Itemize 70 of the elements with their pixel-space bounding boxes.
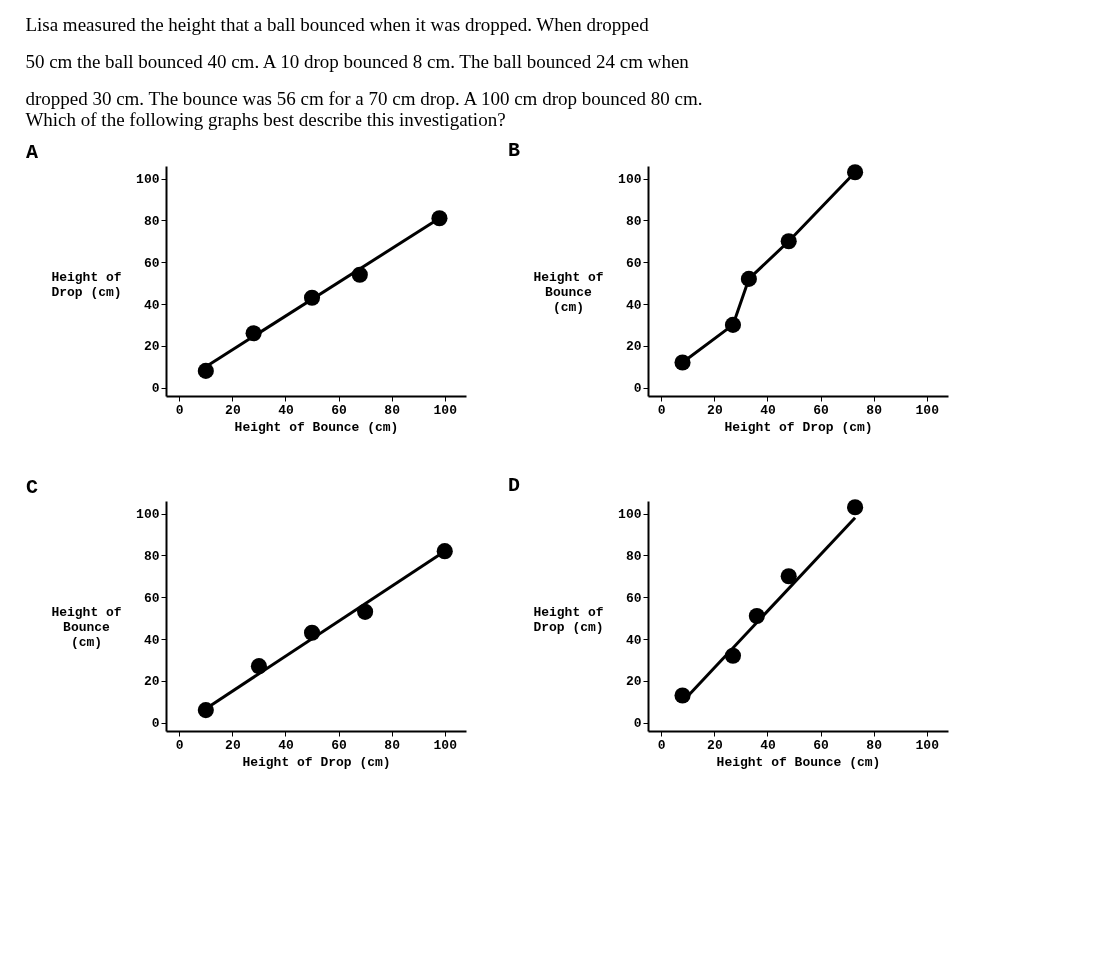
chart-title: C <box>25 476 38 499</box>
x-tick-label: 100 <box>915 737 940 753</box>
x-tick-label: 0 <box>657 402 666 418</box>
y-tick-label: 20 <box>625 674 642 690</box>
y-tick-label: 40 <box>143 297 160 313</box>
x-tick-label: 100 <box>433 402 458 418</box>
y-tick-label: 40 <box>625 632 642 648</box>
point <box>674 354 691 371</box>
point <box>780 233 797 250</box>
y-axis-title: Height of Drop (cm) <box>533 604 604 635</box>
point <box>847 499 864 516</box>
x-tick-label: 40 <box>760 737 776 753</box>
y-tick-label: 100 <box>136 507 160 523</box>
text: Which of the following graphs best describe this investigation? <box>25 108 506 130</box>
y-tick-label: 40 <box>625 297 642 313</box>
y-tick-label: 0 <box>633 381 642 397</box>
x-tick-label: 40 <box>278 737 294 753</box>
x-tick-label: 60 <box>331 737 348 753</box>
y-tick-label: 60 <box>625 590 642 606</box>
y-tick-label: 100 <box>618 172 642 188</box>
x-tick-label: 80 <box>384 402 401 418</box>
y-tick-label: 0 <box>633 716 642 732</box>
x-tick-label: 0 <box>175 737 184 753</box>
y-axis-title: Height of Drop (cm) <box>51 269 122 300</box>
y-tick-label: 80 <box>625 213 642 229</box>
point <box>847 164 864 181</box>
chart-title: B <box>507 139 520 163</box>
x-tick-label: 20 <box>707 737 723 753</box>
chart-title: D <box>507 474 520 498</box>
x-tick-label: 0 <box>657 737 666 753</box>
x-tick-label: 40 <box>760 402 776 418</box>
y-tick-label: 20 <box>143 339 160 355</box>
x-tick-label: 60 <box>813 737 830 753</box>
y-tick-label: 60 <box>143 255 160 271</box>
text: Lisa measured the height that a ball bounced when it was dropped. When dropped 50 cm the ball bounced 40 cm. A 10 drop bounced 8 cm. The ball bounced 24 cm when dropped 30 cm. The bounce was 56 cm for a 70 cm drop. A 100 cm drop bounced 80 cm. <box>25 13 703 109</box>
x-tick-label: 80 <box>866 402 883 418</box>
x-tick-label: 20 <box>225 402 241 418</box>
x-axis-title: Height of Bounce (cm) <box>234 419 399 435</box>
y-axis-title: Height of Bounce (cm) <box>51 604 122 650</box>
y-tick-label: 80 <box>143 548 160 564</box>
x-tick-label: 100 <box>915 402 940 418</box>
y-tick-label: 100 <box>618 507 642 523</box>
y-tick-label: 0 <box>151 716 160 732</box>
chart-title: A <box>25 141 38 164</box>
y-axis-title: Height of Bounce (cm) <box>533 269 604 315</box>
point <box>740 270 757 287</box>
x-tick-label: 20 <box>707 402 723 418</box>
x-tick-label: 0 <box>175 402 184 418</box>
x-tick-label: 40 <box>278 402 294 418</box>
point <box>197 362 214 379</box>
y-tick-label: 80 <box>143 213 160 229</box>
x-tick-label: 60 <box>331 402 348 418</box>
x-tick-label: 60 <box>813 402 830 418</box>
y-tick-label: 0 <box>151 381 160 397</box>
x-tick-label: 80 <box>384 737 401 753</box>
y-tick-label: 60 <box>625 255 642 271</box>
y-tick-label: 40 <box>143 632 160 648</box>
x-axis-title: Height of Drop (cm) <box>242 754 391 770</box>
x-axis-title: Height of Bounce (cm) <box>716 754 881 770</box>
x-tick-label: 20 <box>225 737 241 753</box>
x-tick-label: 100 <box>433 737 458 753</box>
x-tick-label: 80 <box>866 737 883 753</box>
y-tick-label: 100 <box>136 172 160 188</box>
point <box>724 316 742 333</box>
y-tick-label: 20 <box>143 674 160 690</box>
y-tick-label: 60 <box>143 590 160 606</box>
x-axis-title: Height of Drop (cm) <box>724 419 873 435</box>
y-tick-label: 80 <box>625 548 642 564</box>
y-tick-label: 20 <box>625 339 642 355</box>
point <box>780 568 797 585</box>
